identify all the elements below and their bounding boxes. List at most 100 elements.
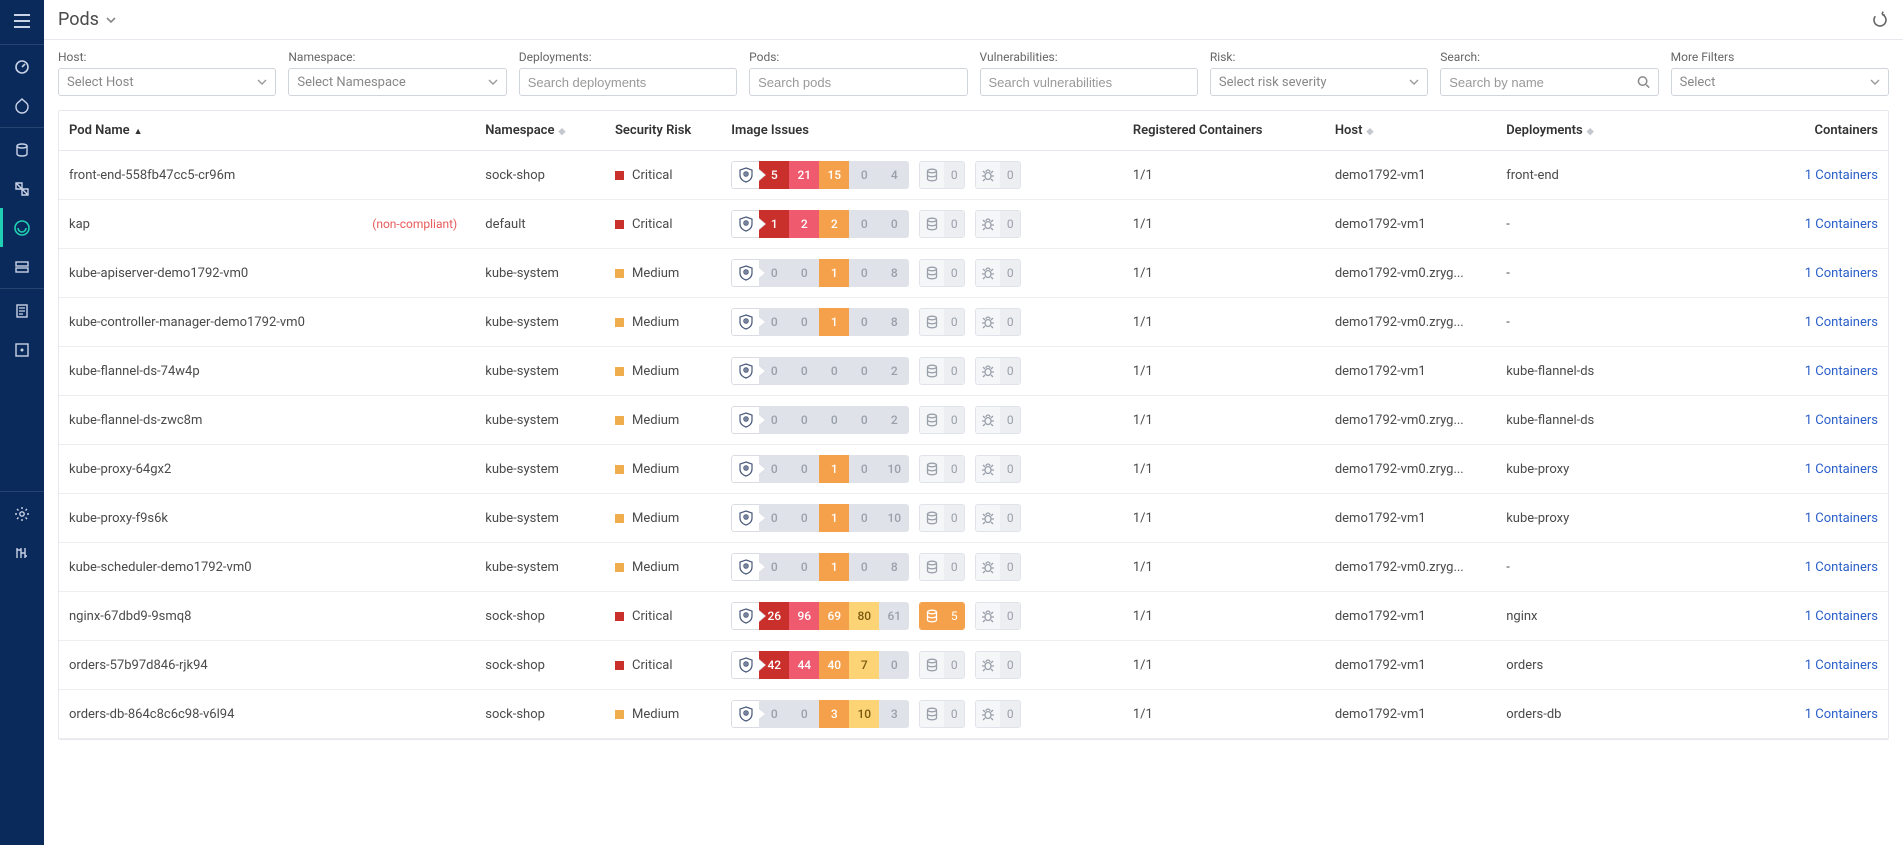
vuln-strip: 00108 [731,308,909,336]
col-deployments[interactable]: Deployments◆ [1496,111,1778,151]
cell-namespace: kube-system [475,298,605,347]
policies-icon[interactable] [0,291,44,330]
cell-risk: Medium [605,543,721,592]
cell-name: kube-flannel-ds-74w4p [59,347,475,396]
cell-containers: 1 Containers [1778,494,1888,543]
col-pod-name[interactable]: Pod Name▲ [59,111,475,151]
images-icon[interactable] [0,130,44,169]
risk-label: Medium [632,707,679,722]
deployments-input[interactable] [519,68,737,96]
badge-value: 0 [944,211,964,237]
functions-icon[interactable] [0,169,44,208]
divider [0,491,44,492]
badge-value: 0 [944,505,964,531]
risk-icon[interactable] [0,86,44,125]
search-input-wrap[interactable] [1440,68,1658,96]
chevron-down-icon [1409,77,1419,87]
placeholder-text: Select risk severity [1219,75,1327,90]
table-row[interactable]: kube-apiserver-demo1792-vm0kube-systemMe… [59,249,1888,298]
settings-icon[interactable] [0,494,44,533]
sev-segment: 44 [789,651,819,679]
containers-link[interactable]: 1 Containers [1788,168,1878,183]
integrations-icon[interactable] [0,533,44,572]
infrastructure-icon[interactable] [0,247,44,286]
sensitive-badge: 0 [919,406,965,434]
search-icon[interactable] [1637,75,1650,89]
containers-link[interactable]: 1 Containers [1788,511,1878,526]
more-filters-select[interactable]: Select [1671,68,1889,96]
table-row[interactable]: kube-proxy-64gx2kube-systemMedium0010100… [59,445,1888,494]
table-row[interactable]: kube-controller-manager-demo1792-vm0 kube… [59,298,1888,347]
deployments-search-field[interactable] [528,69,728,95]
cell-issues: 0000200 [721,347,1123,396]
cell-issues: 00310300 [721,690,1123,739]
col-namespace[interactable]: Namespace◆ [475,111,605,151]
containers-link[interactable]: 1 Containers [1788,315,1878,330]
enforce-icon[interactable] [0,330,44,369]
risk-indicator [615,661,624,670]
table-row[interactable]: kap(non-compliant)defaultCritical1220000… [59,200,1888,249]
table-row[interactable]: front-end-558fb47cc5-cr96msock-shopCriti… [59,151,1888,200]
sev-segment: 0 [879,651,909,679]
badge-value: 0 [1000,652,1020,678]
host-select[interactable]: Select Host [58,68,276,96]
cell-name: kube-apiserver-demo1792-vm0 [59,249,475,298]
cell-registered: 1/1 [1123,494,1325,543]
col-host[interactable]: Host◆ [1325,111,1496,151]
sensitive-badge: 0 [919,210,965,238]
name-search-field[interactable] [1449,69,1636,95]
filter-label: Risk: [1210,50,1428,64]
pod-name: kube-controller-manager-demo1792-vm0 [69,315,305,330]
menu-toggle-icon[interactable] [0,0,44,42]
table-row[interactable]: kube-scheduler-demo1792-vm0kube-systemMe… [59,543,1888,592]
filter-label: More Filters [1671,50,1889,64]
workloads-icon[interactable] [0,208,44,247]
containers-link[interactable]: 1 Containers [1788,364,1878,379]
cell-name: front-end-558fb47cc5-cr96m [59,151,475,200]
risk-label: Medium [632,560,679,575]
containers-link[interactable]: 1 Containers [1788,217,1878,232]
pods-input[interactable] [749,68,967,96]
containers-link[interactable]: 1 Containers [1788,560,1878,575]
namespace-select[interactable]: Select Namespace [288,68,506,96]
risk-indicator [615,318,624,327]
table-row[interactable]: orders-db-864c8c6c98-v6l94sock-shopMediu… [59,690,1888,739]
containers-link[interactable]: 1 Containers [1788,413,1878,428]
sort-icon: ◆ [1366,127,1373,137]
containers-link[interactable]: 1 Containers [1788,658,1878,673]
database-icon [920,505,944,531]
dashboard-icon[interactable] [0,47,44,86]
vuln-strip: 001010 [731,504,909,532]
filter-label: Pods: [749,50,967,64]
col-image-issues[interactable]: Image Issues [721,111,1123,151]
pod-name: kube-proxy-f9s6k [69,511,168,526]
pods-search-field[interactable] [758,69,958,95]
cell-name: kube-controller-manager-demo1792-vm0 [59,298,475,347]
containers-link[interactable]: 1 Containers [1788,609,1878,624]
table-row[interactable]: nginx-67dbd9-9smq8sock-shopCritical26966… [59,592,1888,641]
malware-badge: 0 [975,259,1021,287]
col-containers[interactable]: Containers [1778,111,1888,151]
page-title-dropdown[interactable]: Pods [58,9,117,30]
col-security-risk[interactable]: Security Risk [605,111,721,151]
shield-icon [731,553,759,581]
sev-segment: 80 [849,602,879,630]
table-row[interactable]: orders-57b97d846-rjk94sock-shopCritical4… [59,641,1888,690]
bug-icon [976,358,1000,384]
database-icon [920,309,944,335]
pods-table: Pod Name▲ Namespace◆ Security Risk Image… [58,110,1889,740]
pod-name: kube-apiserver-demo1792-vm0 [69,266,248,281]
risk-indicator [615,563,624,572]
containers-link[interactable]: 1 Containers [1788,707,1878,722]
table-row[interactable]: kube-flannel-ds-zwc8mkube-systemMedium00… [59,396,1888,445]
table-row[interactable]: kube-flannel-ds-74w4pkube-systemMedium00… [59,347,1888,396]
vulnerabilities-input[interactable] [980,68,1198,96]
col-registered[interactable]: Registered Containers [1123,111,1325,151]
containers-link[interactable]: 1 Containers [1788,462,1878,477]
containers-link[interactable]: 1 Containers [1788,266,1878,281]
table-row[interactable]: kube-proxy-f9s6kkube-systemMedium0010100… [59,494,1888,543]
vulnerabilities-search-field[interactable] [989,69,1189,95]
refresh-button[interactable] [1871,11,1889,29]
badge-value: 0 [1000,260,1020,286]
risk-select[interactable]: Select risk severity [1210,68,1428,96]
